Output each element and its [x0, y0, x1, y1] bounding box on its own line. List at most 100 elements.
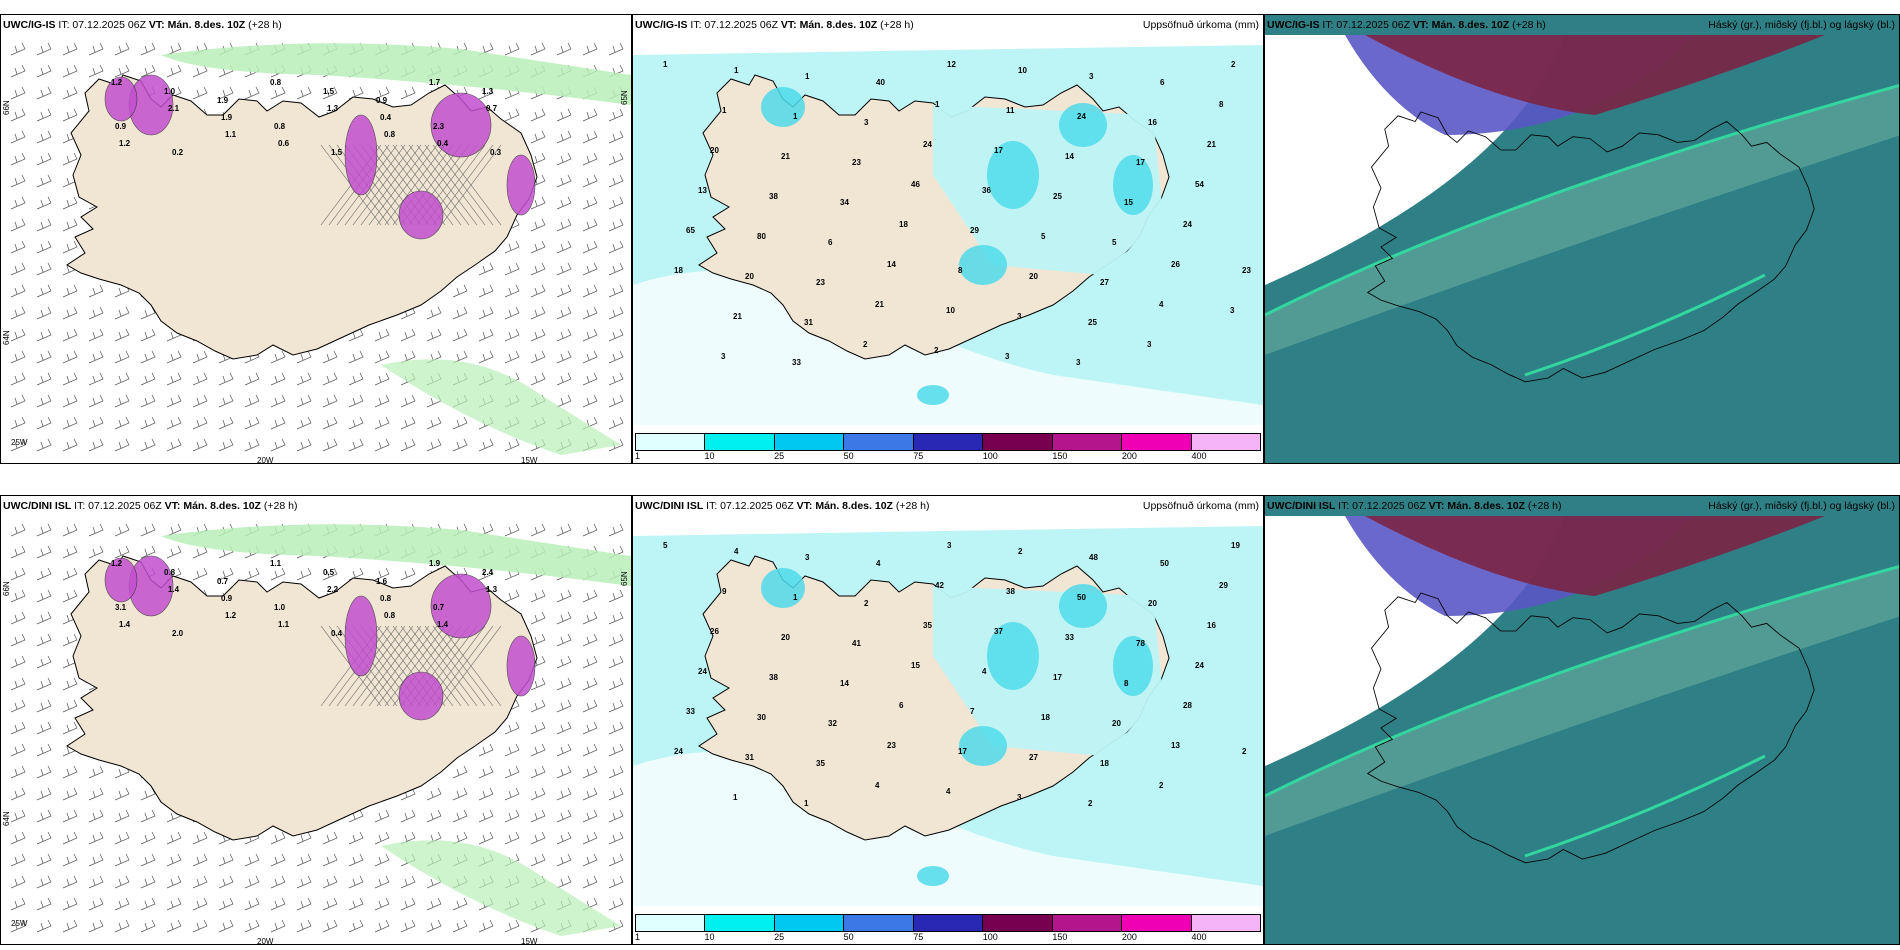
cloud-edge-contour: [1524, 754, 1766, 858]
accum-value-label: 3: [1089, 72, 1094, 81]
heavy-precip-blob: [506, 635, 536, 697]
wind-barb: [348, 919, 364, 933]
accum-value-label: 7: [970, 707, 975, 716]
low-cloud-band: [1265, 85, 1899, 355]
wind-barb: [530, 328, 546, 342]
precip-value-label: 1.9: [217, 96, 229, 105]
precip-value-label: 2.1: [168, 104, 180, 113]
accum-value-label: 18: [1100, 759, 1109, 768]
accum-moderate-area: [1059, 584, 1107, 628]
wind-barb: [192, 86, 208, 100]
colorbar-swatch: [1122, 915, 1192, 931]
wind-barb: [244, 567, 260, 581]
wind-barb: [504, 721, 520, 735]
wind-barb: [88, 765, 104, 779]
wind-barb: [530, 589, 546, 603]
wind-barb: [166, 350, 182, 364]
wind-barb: [348, 416, 364, 430]
wind-barb: [582, 809, 598, 823]
wind-barb: [530, 240, 546, 254]
wind-barb: [530, 306, 546, 320]
wind-barb: [504, 328, 520, 342]
wind-barb: [582, 196, 598, 210]
wind-barb: [530, 611, 546, 625]
wind-barb: [218, 372, 234, 386]
wind-barb: [10, 655, 26, 669]
wind-barb: [166, 416, 182, 430]
wind-barb: [608, 42, 624, 56]
latitude-label: 66N: [2, 581, 11, 596]
accum-area-interior: [933, 105, 1163, 275]
colorbar-tick-label: 75: [913, 932, 924, 942]
light-precip-area: [381, 840, 621, 936]
wind-barb: [348, 853, 364, 867]
wind-barb: [608, 655, 624, 669]
accum-value-label: 1: [793, 593, 798, 602]
wind-barb: [582, 152, 598, 166]
wind-barb: [478, 306, 494, 320]
wind-barb: [62, 633, 78, 647]
precip-value-label: 0.2: [172, 148, 184, 157]
wind-barb: [504, 42, 520, 56]
wind-barb: [36, 218, 52, 232]
wind-barb: [582, 523, 598, 537]
accum-value-label: 1: [733, 793, 738, 802]
wind-barb: [582, 611, 598, 625]
wind-barb: [10, 545, 26, 559]
wind-barb: [530, 284, 546, 298]
accum-value-label: 78: [1136, 639, 1145, 648]
precip-labels: 1.2 1.0 1.9 0.8 1.5 0.9 1.7 1.3 0.9 2.1 1.9 0.8 1.3 0…: [111, 78, 502, 157]
accum-value-label: 30: [757, 713, 766, 722]
wind-barb: [608, 699, 624, 713]
wind-barb: [452, 787, 468, 801]
wind-barb: [10, 589, 26, 603]
wind-barb: [348, 809, 364, 823]
wind-barb: [348, 438, 364, 452]
accum-value-label: 8: [1124, 679, 1129, 688]
wind-barb: [296, 438, 312, 452]
precip-value-label: 1.9: [221, 113, 233, 122]
colorbar-swatch: [636, 915, 706, 931]
wind-barb: [88, 372, 104, 386]
wind-barb: [10, 130, 26, 144]
wind-barb: [348, 897, 364, 911]
wind-barb: [62, 64, 78, 78]
wind-barb: [62, 875, 78, 889]
wind-barb: [62, 240, 78, 254]
wind-barb: [504, 240, 520, 254]
accum-value-label: 24: [923, 140, 932, 149]
wind-barb: [556, 262, 572, 276]
wind-barb: [374, 394, 390, 408]
colorbar-tick-label: 400: [1191, 451, 1207, 461]
wind-barb: [36, 306, 52, 320]
wind-barb: [62, 853, 78, 867]
colorbar-swatch: [1191, 434, 1260, 450]
accum-value-label: 1: [805, 72, 810, 81]
wind-barb: [296, 372, 312, 386]
wind-barb: [556, 699, 572, 713]
accum-map-svg: 5434324850199124238502029262041353733781…: [633, 526, 1263, 906]
accum-value-label: 33: [792, 358, 801, 367]
accum-value-label: 2: [1231, 60, 1236, 69]
wind-barb: [400, 438, 416, 452]
wind-barb: [88, 875, 104, 889]
longitude-label: 15W: [521, 937, 538, 945]
accum-area-interior: [933, 586, 1163, 756]
wind-barb: [608, 152, 624, 166]
cloud-map-panel-bottom: UWC/DINI ISL IT: 07.12.2025 06Z VT: Mán.…: [1264, 495, 1900, 945]
precip-value-label: 1.0: [164, 87, 176, 96]
wind-barb: [114, 787, 130, 801]
wind-barb: [478, 86, 494, 100]
wind-barb: [88, 328, 104, 342]
precip-value-label: 1.3: [327, 104, 339, 113]
wind-barb: [530, 831, 546, 845]
wind-barb: [296, 86, 312, 100]
wind-barb: [296, 567, 312, 581]
wind-barb: [140, 809, 156, 823]
wind-barb: [62, 438, 78, 452]
precip-value-label: 1.1: [278, 620, 290, 629]
accum-value-label: 54: [1195, 180, 1204, 189]
accum-value-label: 27: [1100, 278, 1109, 287]
wind-barb: [192, 545, 208, 559]
precip-map-panel-top: UWC/IG-IS IT: 07.12.2025 06Z VT: Mán. 8.…: [0, 14, 632, 464]
